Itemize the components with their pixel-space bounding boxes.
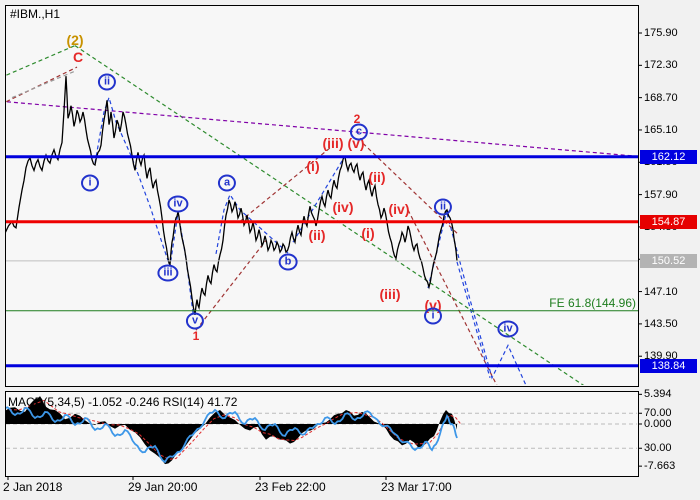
- indicator-tick-label: -7.663: [644, 460, 676, 472]
- wave-label-circled: i: [424, 307, 442, 325]
- wave-label-circled: iv: [167, 195, 189, 213]
- wave-label-circled: i: [81, 174, 99, 192]
- price-tick-label: 175.90: [644, 27, 678, 39]
- price-pane-frame: [5, 5, 639, 387]
- wave-label-circled: ii: [97, 73, 117, 91]
- price-level-badge: 162.12: [640, 150, 697, 164]
- rsi-line: [6, 406, 458, 464]
- indicator-label: MACD(5,34,5) -1.052 -0.246 RSI(14) 41.72: [8, 395, 238, 409]
- wave-label-red: (ii): [368, 169, 386, 185]
- price-tick-label: 147.10: [644, 286, 678, 298]
- wave-label-circled: iv: [497, 320, 519, 338]
- indicator-tick-label: 30.00: [644, 442, 672, 454]
- price-level-badge: 154.87: [640, 215, 697, 229]
- wave-label-red: (iii): [379, 286, 401, 302]
- wave-label-red: C: [72, 49, 84, 65]
- wave-label-orange: (2): [66, 32, 84, 48]
- wave-label-circled: v: [185, 312, 205, 330]
- wave-label-circled: iii: [157, 264, 179, 282]
- price-tick-label: 157.90: [644, 189, 678, 201]
- indicator-pane-bg[interactable]: [5, 391, 638, 476]
- macd-histogram: [6, 396, 457, 465]
- level-lines: [5, 155, 638, 368]
- wave-label-circled: a: [217, 174, 237, 192]
- price-line: [6, 76, 458, 316]
- wave-label-red: (i): [361, 225, 375, 241]
- price-tick-label: 168.70: [644, 92, 678, 104]
- wave-label-circled: c: [349, 123, 369, 141]
- indicator-tick-label: 0.000: [644, 418, 672, 430]
- price-tick-label: 172.30: [644, 59, 678, 71]
- time-tick-label: 2 Jan 2018: [3, 480, 63, 494]
- time-tick-label: 29 Jan 20:00: [128, 480, 198, 494]
- price-tick-label: 165.10: [644, 124, 678, 136]
- wave-label-red: (ii): [308, 227, 326, 243]
- time-tick-label: 23 Feb 22:00: [255, 480, 326, 494]
- price-level-badge: 150.52: [640, 254, 697, 268]
- wave-label-red: 1: [192, 329, 200, 343]
- wave-label-red: (iv): [332, 199, 354, 215]
- time-tick-label: 23 Mar 17:00: [381, 480, 452, 494]
- wave-label-red: 2: [353, 112, 361, 126]
- indicator-pane-frame: [5, 391, 639, 477]
- price-pane-bg[interactable]: [5, 5, 638, 386]
- symbol-title: #IBM.,H1: [10, 7, 61, 21]
- axis-ticks: [7, 32, 642, 480]
- wave-label-red: (i): [306, 158, 320, 174]
- indicator-tick-label: 70.00: [644, 407, 672, 419]
- indicator-tick-label: 5.394: [644, 388, 672, 400]
- price-level-badge: 138.84: [640, 359, 697, 373]
- fibonacci-expansion-label: FE 61.8(144.96): [549, 296, 636, 310]
- wave-label-circled: b: [278, 253, 298, 271]
- wave-label-red: (iv): [388, 201, 410, 217]
- wave-label-red: (iii): [322, 135, 344, 151]
- price-tick-label: 143.50: [644, 318, 678, 330]
- wave-label-circled: ii: [433, 198, 453, 216]
